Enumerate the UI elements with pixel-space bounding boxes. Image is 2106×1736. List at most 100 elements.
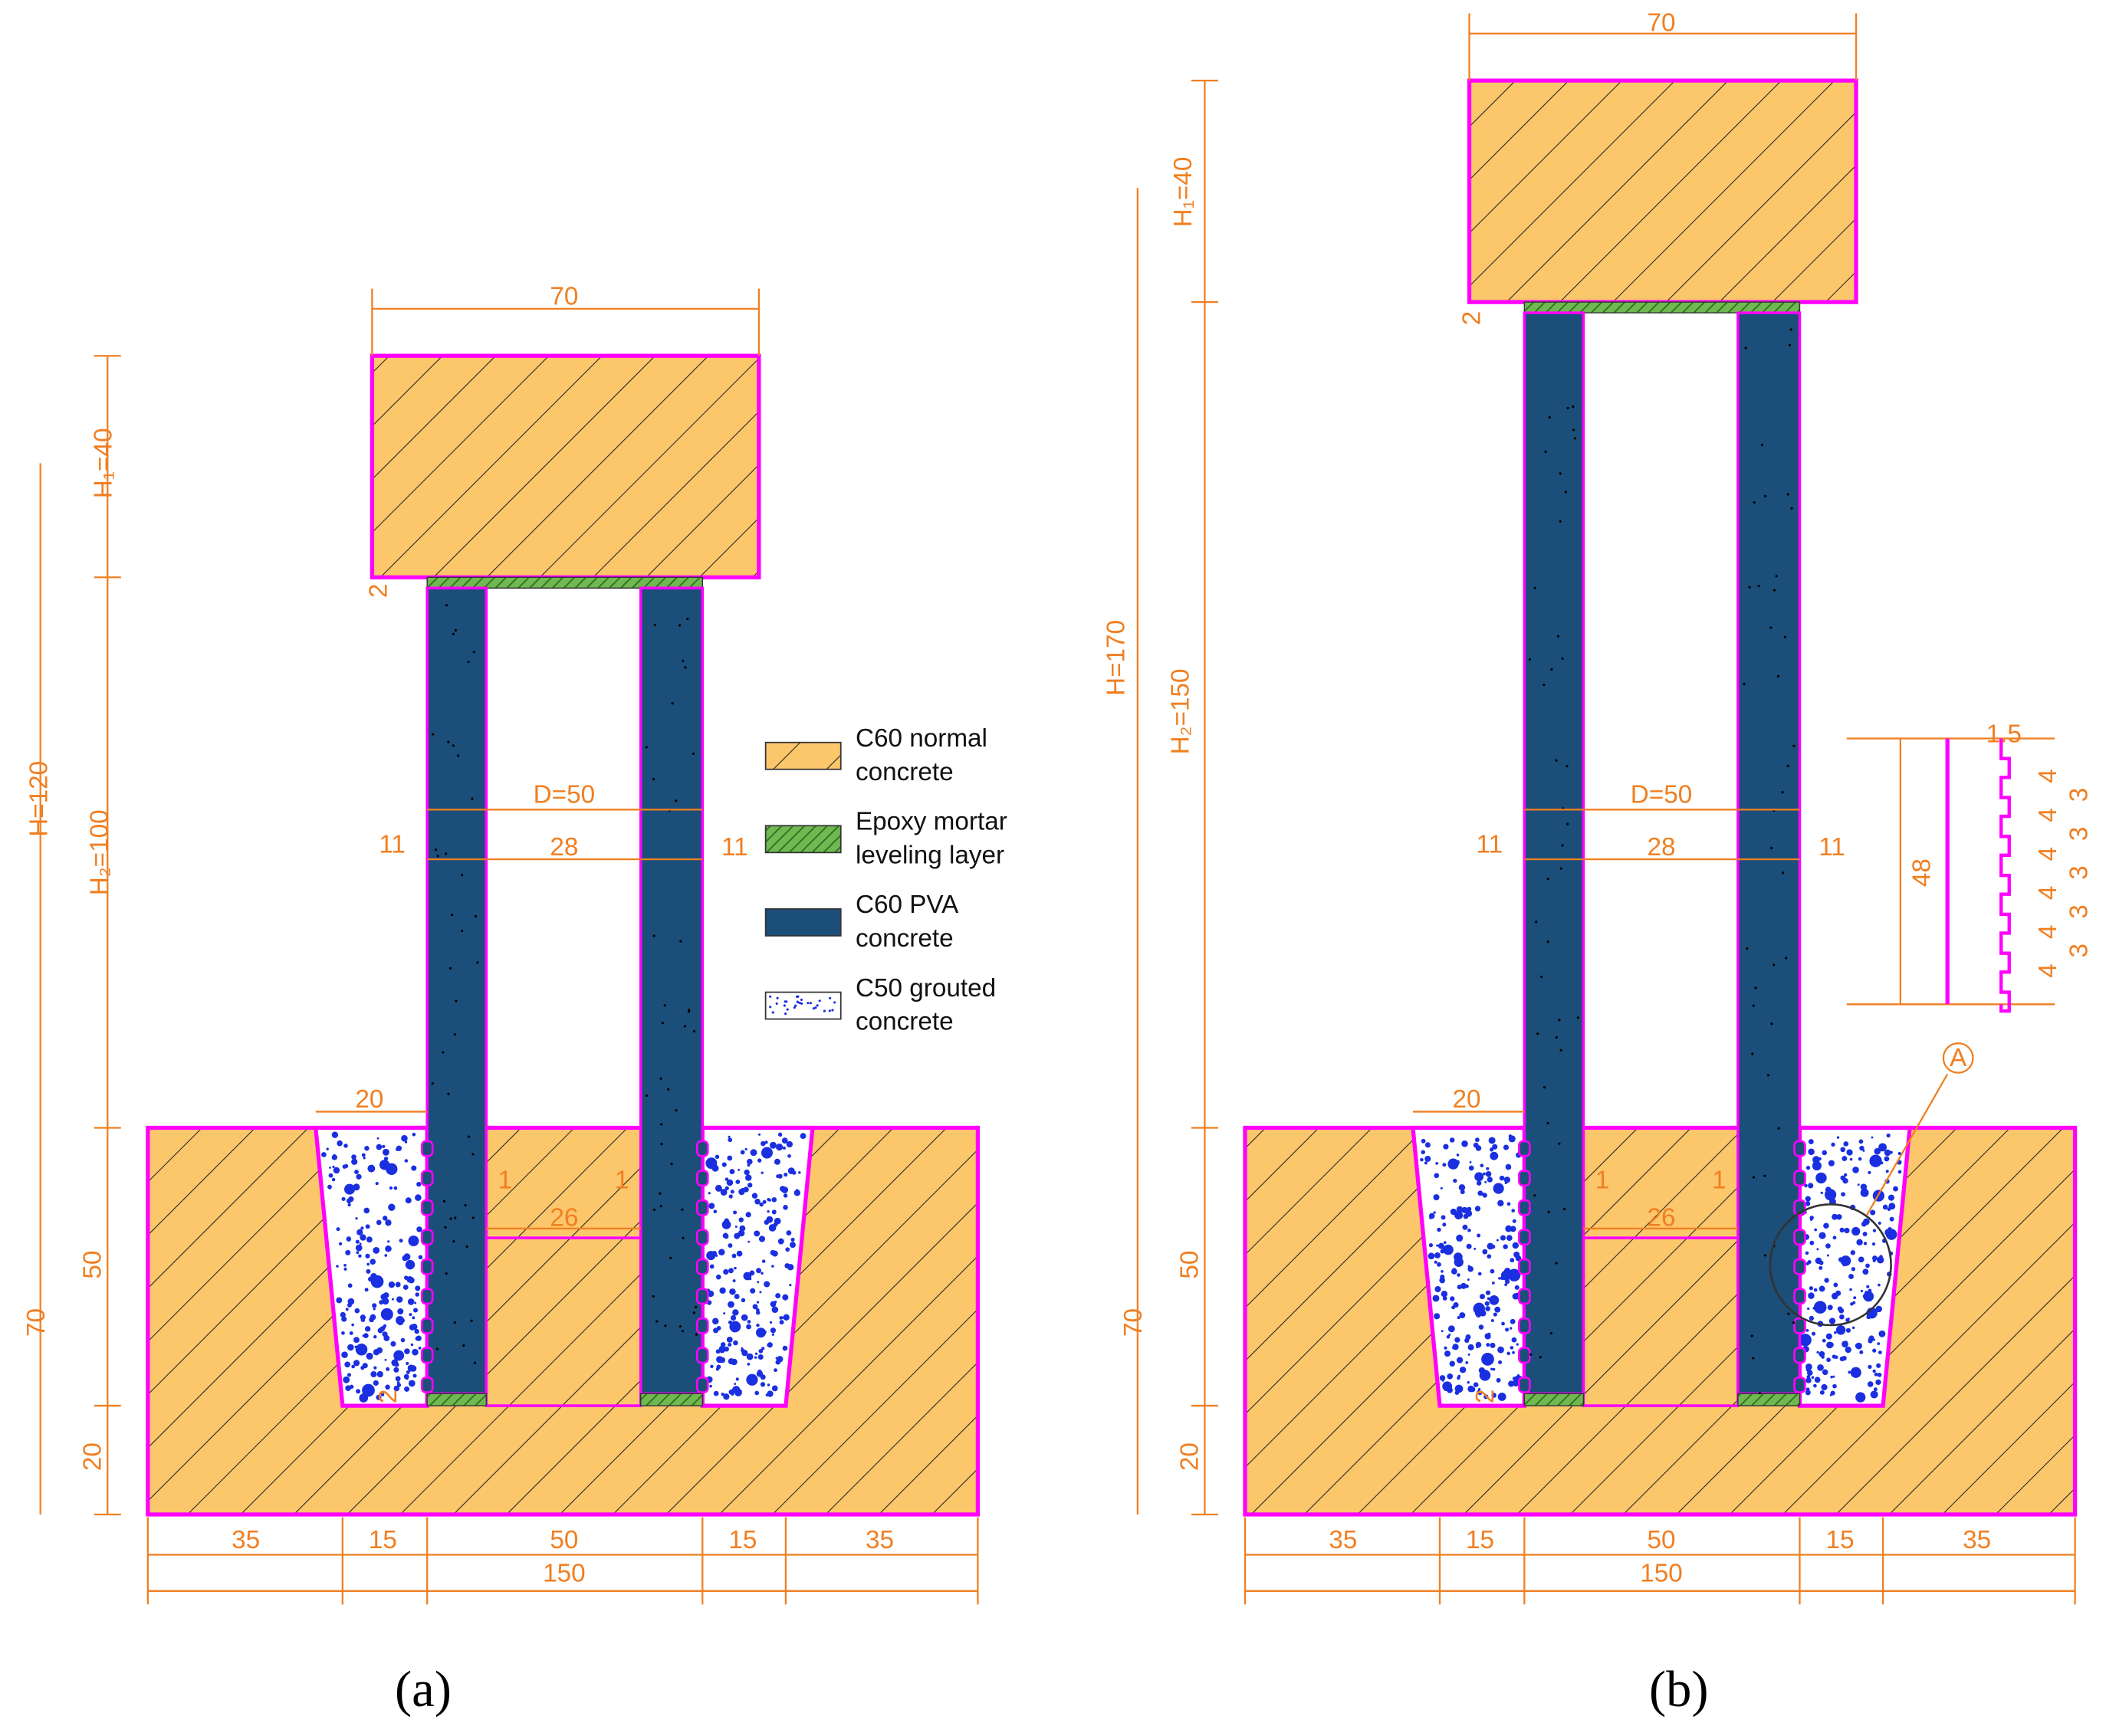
- speck: [452, 744, 455, 747]
- aggregate-dot: [1831, 1142, 1835, 1147]
- top-block: [1467, 78, 1858, 304]
- groove: [695, 1317, 709, 1334]
- aggregate-dot: [1799, 1334, 1812, 1347]
- aggregate-dot: [732, 1279, 736, 1283]
- aggregate-dot: [1884, 1156, 1890, 1162]
- aggregate-dot: [356, 1229, 363, 1236]
- speck: [1546, 878, 1549, 881]
- aggregate-dot: [1514, 1285, 1520, 1290]
- aggregate-dot: [400, 1337, 406, 1343]
- aggregate-dot: [1870, 1390, 1878, 1399]
- aggregate-dot: [1449, 1360, 1455, 1367]
- speck: [435, 848, 438, 852]
- aggregate-dot: [786, 1008, 789, 1011]
- speck: [664, 1324, 667, 1327]
- aggregate-dot: [340, 1311, 346, 1318]
- aggregate-dot: [750, 1149, 757, 1157]
- aggregate-dot: [754, 1230, 761, 1237]
- aggregate-dot: [367, 1164, 376, 1173]
- aggregate-dot: [328, 1173, 333, 1178]
- speck: [1788, 343, 1792, 346]
- speck: [1546, 1121, 1549, 1124]
- aggregate-dot: [1851, 1267, 1855, 1272]
- aggregate-dot: [783, 1314, 790, 1321]
- aggregate-dot: [1473, 1382, 1479, 1388]
- aggregate-dot: [1839, 1356, 1845, 1362]
- dimension-label: 150: [543, 1560, 586, 1588]
- aggregate-dot: [396, 1147, 400, 1151]
- aggregate-dot: [1510, 1327, 1513, 1330]
- aggregate-dot: [727, 1155, 733, 1161]
- aggregate-dot: [1510, 1258, 1515, 1263]
- aggregate-dot: [406, 1361, 409, 1365]
- aggregate-dot: [364, 1288, 369, 1292]
- dimension-label: 20: [1176, 1442, 1204, 1471]
- aggregate-dot: [399, 1239, 403, 1243]
- groove: [1518, 1229, 1531, 1246]
- speck: [1533, 1194, 1536, 1197]
- aggregate-dot: [761, 1140, 766, 1147]
- aggregate-dot: [757, 1281, 760, 1284]
- epoxy-layer: [426, 1393, 487, 1406]
- aggregate-dot: [828, 1009, 831, 1012]
- aggregate-dot: [741, 1298, 746, 1303]
- aggregate-dot: [1839, 1314, 1845, 1320]
- aggregate-dot: [382, 1144, 386, 1148]
- aggregate-dot: [373, 1366, 377, 1370]
- aggregate-dot: [343, 1263, 347, 1267]
- dimension-label: 4: [2034, 924, 2062, 939]
- aggregate-dot: [1490, 1367, 1493, 1371]
- speck: [1751, 1052, 1754, 1055]
- aggregate-dot: [1465, 1334, 1471, 1340]
- dimension-label: H₂=150: [1166, 668, 1194, 754]
- aggregate-dot: [1816, 1350, 1819, 1354]
- aggregate-dot: [1457, 1376, 1460, 1380]
- aggregate-dot: [793, 1006, 796, 1009]
- aggregate-dot: [412, 1132, 416, 1137]
- legend-swatch: [764, 991, 842, 1020]
- aggregate-dot: [1488, 1137, 1496, 1144]
- aggregate-dot: [1467, 1278, 1470, 1281]
- speck: [1753, 500, 1756, 504]
- aggregate-dot: [785, 1247, 790, 1252]
- aggregate-dot: [1873, 1387, 1878, 1392]
- aggregate-dot: [1844, 1227, 1850, 1234]
- top-block: [370, 353, 761, 579]
- aggregate-dot: [1884, 1229, 1891, 1236]
- aggregate-dot: [407, 1364, 415, 1372]
- aggregate-dot: [1885, 1170, 1889, 1173]
- aggregate-dot: [1888, 1194, 1895, 1201]
- aggregate-dot: [1479, 1294, 1485, 1300]
- aggregate-dot: [1887, 1207, 1891, 1212]
- aggregate-dot: [1498, 1277, 1501, 1280]
- aggregate-dot: [416, 1226, 422, 1232]
- speck: [447, 740, 450, 743]
- speck: [1555, 1036, 1558, 1039]
- speck: [1555, 759, 1558, 762]
- speck: [675, 1109, 678, 1112]
- dimension-label: H=120: [25, 761, 53, 837]
- aggregate-dot: [1480, 1367, 1484, 1371]
- speck: [448, 966, 452, 970]
- aggregate-dot: [769, 995, 772, 998]
- aggregate-dot: [1437, 1227, 1441, 1232]
- aggregate-dot: [1826, 1334, 1832, 1340]
- speck: [1559, 520, 1562, 523]
- aggregate-dot: [747, 1240, 751, 1243]
- aggregate-dot: [724, 1346, 729, 1352]
- aggregate-dot: [780, 1186, 786, 1192]
- speck: [1763, 1254, 1767, 1257]
- aggregate-dot: [397, 1308, 404, 1315]
- aggregate-dot: [728, 1135, 731, 1138]
- aggregate-dot: [354, 1345, 357, 1348]
- aggregate-dot: [731, 1253, 737, 1259]
- aggregate-dot: [1443, 1144, 1449, 1150]
- speck: [667, 1088, 670, 1091]
- aggregate-dot: [733, 1340, 738, 1346]
- aggregate-dot: [1828, 1318, 1836, 1324]
- aggregate-dot: [1878, 1350, 1882, 1354]
- aggregate-dot: [408, 1380, 416, 1387]
- aggregate-dot: [1453, 1178, 1457, 1183]
- dimension-label: 4: [2034, 847, 2062, 861]
- aggregate-dot: [1862, 1231, 1868, 1237]
